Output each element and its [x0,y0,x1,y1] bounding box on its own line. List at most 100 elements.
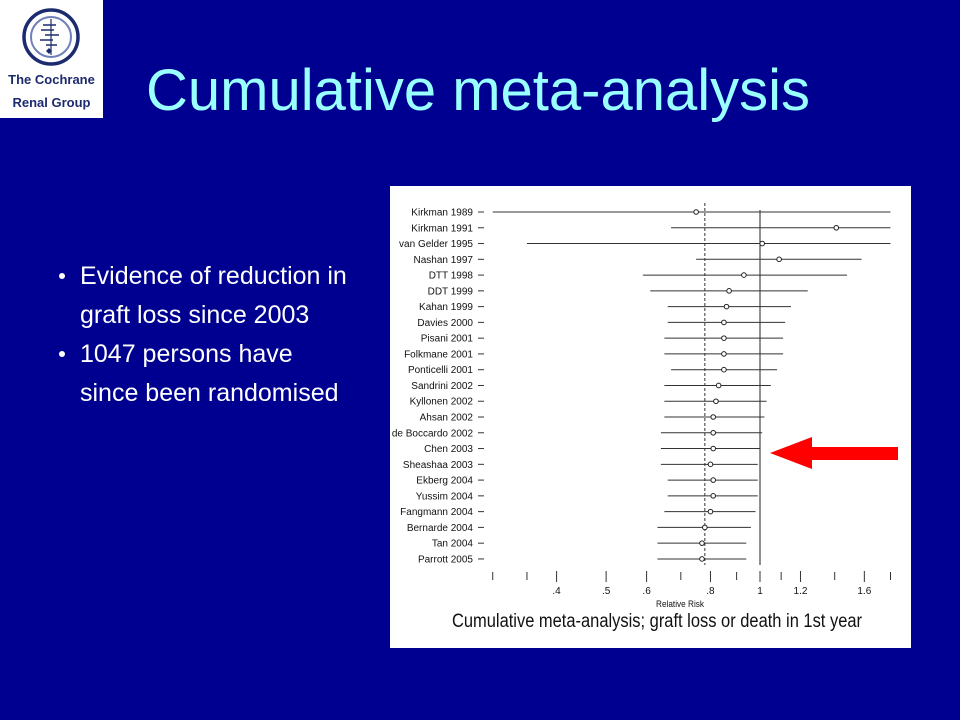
point-estimate [713,398,719,405]
point-estimate [707,508,714,515]
point-estimate [710,414,717,420]
cochrane-logo-icon [22,8,80,66]
x-tick-label: .4 [552,586,561,597]
point-estimate [721,319,727,326]
study-row: Ahsan 2002 [420,413,765,424]
study-label: Ekberg 2004 [416,476,473,487]
study-label: Yussim 2004 [416,491,474,502]
logo-text-line-1: The Cochrane [8,72,95,87]
study-label: Ahsan 2002 [420,413,474,424]
point-estimate [699,540,705,546]
study-label: Fangmann 2004 [400,507,473,518]
forest-plot: Kirkman 1989 Kirkman 1991 van Gelder 1995 N… [392,203,891,632]
left-arrow-icon [770,437,898,469]
point-estimate [710,477,717,483]
x-tick-label: 1.2 [794,586,808,597]
point-estimate [833,224,840,231]
study-row: Ponticelli 2001 [408,365,778,376]
study-row: de Boccardo 2002 [392,428,763,439]
study-label: Bernarde 2004 [407,523,474,534]
study-row: Tan 2004 [432,539,747,550]
study-label: Kirkman 1989 [411,208,473,219]
forest-plot-panel: Kirkman 1989 Kirkman 1991 van Gelder 1995 N… [390,186,911,648]
point-estimate [707,461,714,468]
x-tick-label: .5 [602,586,611,597]
bullet-line: Evidence of reduction in [80,262,347,290]
study-label: Tan 2004 [432,539,474,550]
chart-caption: Cumulative meta-analysis; graft loss or … [452,611,863,632]
study-row: Kirkman 1989 [411,208,891,219]
study-label: Chen 2003 [424,444,473,455]
study-row: Ekberg 2004 [416,476,758,487]
arrow-shape [770,437,898,469]
study-row: Nashan 1997 [414,255,862,266]
study-row: Kahan 1999 [419,302,792,313]
point-estimate [741,272,747,278]
study-label: Nashan 1997 [414,255,474,266]
reference-lines [704,203,761,565]
point-estimate [715,382,722,389]
study-label: Pisani 2001 [421,334,474,345]
bullet-line: 1047 persons have [80,340,293,368]
point-estimate [726,288,732,294]
study-label: Kyllonen 2002 [410,397,474,408]
study-row: Davies 2000 [417,318,786,329]
bullet-item: Evidence of reduction in graft loss sinc… [59,257,347,335]
study-row: Yussim 2004 [416,491,758,502]
study-label: Parrott 2005 [418,554,473,565]
logo-forest-lines [40,24,59,46]
study-label: Folkmane 2001 [404,349,473,360]
logo-inner-ring [30,16,72,58]
x-axis-label: Relative Risk [656,599,704,609]
study-row: Fangmann 2004 [400,507,756,518]
point-estimate [710,445,717,452]
study-rows: Kirkman 1989 Kirkman 1991 van Gelder 1995 N… [392,208,891,565]
study-label: de Boccardo 2002 [392,428,474,439]
study-label: Ponticelli 2001 [408,365,473,376]
study-row: Chen 2003 [424,444,760,455]
bullet-icon [59,273,65,279]
point-estimate [721,351,727,357]
bullet-line: since been randomised [80,379,339,407]
point-estimate [710,493,717,499]
point-estimate [693,209,699,215]
study-label: van Gelder 1995 [399,239,473,250]
study-row: Sandrini 2002 [411,381,771,392]
study-row: Kirkman 1991 [411,223,891,234]
logo-text-line-2: Renal Group [12,95,91,110]
point-estimate [721,366,727,373]
x-tick-label: 1.6 [857,586,871,597]
slide-title: Cumulative meta-analysis [146,58,811,123]
bullet-item: 1047 persons have since been randomised [59,335,339,413]
bullet-line: graft loss since 2003 [80,301,310,329]
study-row: Sheashaa 2003 [403,460,758,471]
point-estimate [723,303,730,310]
x-tick-label: .6 [642,586,651,597]
point-estimate [699,556,705,562]
study-row: Pisani 2001 [421,334,784,345]
study-label: DDT 1999 [428,286,474,297]
study-row: van Gelder 1995 [399,239,891,250]
study-label: Kahan 1999 [419,302,473,313]
study-row: Bernarde 2004 [407,523,751,534]
point-estimate [759,240,766,247]
study-row: Kyllonen 2002 [410,397,767,408]
cochrane-renal-group-logo: The Cochrane Renal Group [0,0,103,118]
logo-outer-ring [22,8,80,66]
x-tick-label: .8 [706,586,715,597]
point-estimate [710,429,717,436]
study-row: Folkmane 2001 [404,349,784,360]
point-estimate [776,256,782,263]
study-row: DDT 1999 [428,286,808,297]
study-row: Parrott 2005 [418,554,747,565]
point-estimate [702,524,708,531]
study-label: Davies 2000 [417,318,473,329]
logo-diamond [46,48,52,54]
study-label: Kirkman 1991 [411,223,473,234]
study-label: DTT 1998 [429,271,474,282]
study-label: Sheashaa 2003 [403,460,474,471]
study-row: DTT 1998 [429,271,848,282]
bullet-icon [59,351,65,357]
point-estimate [721,335,727,341]
